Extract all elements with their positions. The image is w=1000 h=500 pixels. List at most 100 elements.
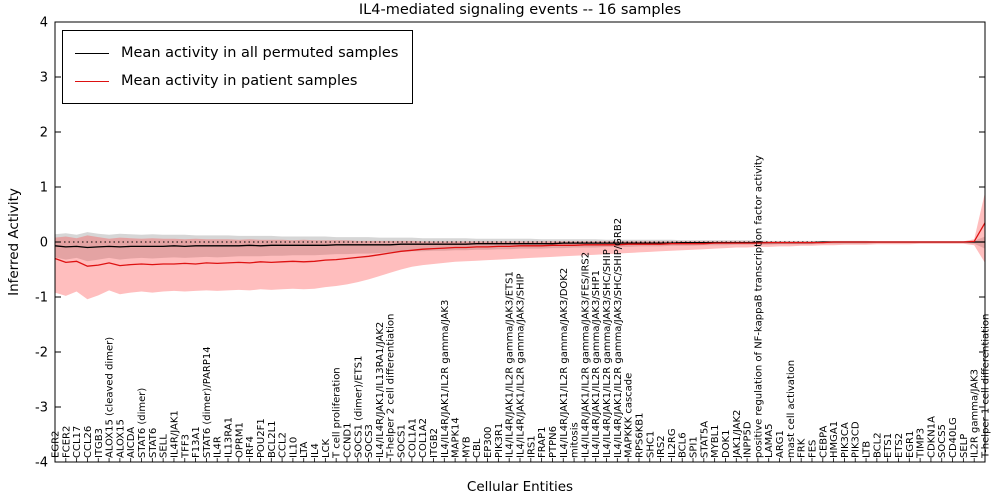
x-tick-label: IL4R/JAK1: [169, 410, 180, 458]
x-tick-label: IRS1: [526, 435, 537, 458]
legend: Mean activity in all permuted samples Me…: [62, 30, 414, 104]
x-tick-label: MAPK14: [451, 417, 462, 458]
x-axis-label: Cellular Entities: [466, 479, 574, 495]
x-tick-label: CBL: [472, 438, 483, 458]
x-tick-label: ARG1: [775, 430, 786, 458]
x-tick-label: HMGA1: [829, 421, 840, 458]
x-tick-label: ITGB2: [429, 428, 440, 458]
x-tick-label: T cell proliferation: [332, 367, 343, 459]
legend-label-permuted: Mean activity in all permuted samples: [121, 45, 399, 61]
x-tick-label: STAT6: [148, 428, 159, 458]
x-tick-label: IL4/IL4R/JAK1/IL2R gamma/JAK3/SHC/SHIP: [602, 249, 613, 458]
x-tick-label: SELP: [959, 434, 970, 458]
x-tick-label: STAT6 (dimer)/PARP14: [202, 346, 213, 458]
x-tick-label: CCL26: [83, 426, 94, 458]
x-tick-label: CDKN1A: [926, 416, 937, 458]
x-tick-label: IL4/IL4R/JAK1/IL2R gamma/JAK3/DOK2: [559, 268, 570, 458]
x-tick-label: ALOX15: [115, 419, 126, 458]
x-tick-label: CCND1: [342, 422, 353, 458]
x-tick-label: ETS1: [883, 433, 894, 458]
x-tick-label: LCK: [321, 438, 332, 458]
x-tick-label: IRS2: [656, 435, 667, 458]
x-tick-label: FRAP1: [537, 426, 548, 458]
x-tick-label: F13A1: [191, 426, 202, 458]
x-tick-label: COL1A1: [407, 418, 418, 458]
x-tick-label: EGR1: [905, 431, 916, 458]
x-tick-label: STAT6 (dimer): [137, 388, 148, 458]
x-tick-label: positive regulation of NF-kappaB transcr…: [753, 155, 764, 458]
x-tick-label: JAK1/JAK2: [732, 410, 743, 459]
x-tick-label: IL4: [310, 443, 321, 458]
x-tick-label: SOCS3: [364, 424, 375, 458]
x-tick-label: IL4/IL4R/JAK1/IL2R gamma/JAK3/FES/IRS2: [580, 252, 591, 458]
x-tick-label: EP300: [483, 427, 494, 458]
x-tick-label: PTPN6: [548, 426, 559, 458]
x-tick-label: AICDA: [126, 427, 137, 458]
legend-line-patient: [75, 80, 109, 82]
x-tick-label: MYBL1: [710, 424, 721, 458]
chart-title: IL4-mediated signaling events -- 16 samp…: [358, 2, 682, 18]
y-tick-label: 3: [40, 71, 48, 86]
patient-mean-line: [54, 222, 986, 267]
x-tick-label: IL4R: [213, 436, 224, 458]
x-tick-label: MYB: [461, 436, 472, 458]
x-tick-label: IL4/IL4R/JAK1/IL2R gamma/JAK3/ETS1: [505, 271, 516, 458]
x-tick-label: MAPKKK cascade: [624, 373, 635, 458]
x-tick-label: IRF4: [245, 436, 256, 458]
legend-item: Mean activity in patient samples: [75, 67, 398, 95]
x-tick-label: CEBPA: [818, 425, 829, 458]
x-tick-label: LTB: [862, 441, 873, 458]
x-tick-label: ALOX15 (cleaved dimer): [105, 337, 116, 458]
x-tick-label: CCL2: [278, 432, 289, 458]
y-tick-label: -2: [35, 346, 48, 361]
x-tick-label: INPP5D: [743, 421, 754, 458]
x-tick-label: ETS2: [894, 433, 905, 458]
x-tick-label: TIMP3: [916, 428, 927, 459]
x-tick-label: DOK1: [721, 430, 732, 459]
x-tick-label: SOCS1 (dimer)/ETS1: [353, 355, 364, 458]
x-tick-label: COL1A2: [418, 418, 429, 458]
x-tick-label: BCL2: [872, 432, 883, 458]
x-tick-label: LAMA5: [764, 424, 775, 458]
x-tick-label: RPS6KB1: [634, 413, 645, 458]
x-tick-label: SPI1: [689, 436, 700, 458]
x-tick-label: PIK3CD: [851, 421, 862, 458]
x-tick-label: PIK3R1: [494, 423, 505, 458]
permuted-confidence-band: [55, 232, 985, 262]
x-tick-label: SELL: [159, 434, 170, 458]
x-tick-label: SOCS1: [397, 424, 408, 458]
x-tick-label: IL10: [288, 437, 299, 458]
y-tick-label: -3: [35, 401, 48, 416]
x-tick-label: IL4/IL4R/JAK1/IL2R gamma/JAK3/SHIP: [516, 273, 527, 458]
x-tick-label: IL4/IL4R/JAK1/IL13RA1/JAK2: [375, 322, 386, 458]
x-tick-label: SOCS5: [937, 424, 948, 458]
x-tick-label: LTA: [299, 441, 310, 458]
x-tick-label: CD40LG: [948, 417, 959, 458]
x-tick-label: SHC1: [645, 431, 656, 458]
x-tick-label: mast cell activation: [786, 360, 797, 458]
x-tick-label: EGR2: [51, 431, 62, 458]
x-tick-label: OPRM1: [234, 422, 245, 458]
x-tick-label: FRK: [797, 438, 808, 458]
x-tick-label: T-helper 2 cell differentiation: [386, 314, 397, 459]
legend-line-permuted: [75, 52, 109, 54]
x-tick-label: POU2F1: [256, 418, 267, 458]
x-tick-label: IL4/IL4R/JAK1/IL2R gamma/JAK3/SHC/SHIP/G…: [613, 218, 624, 458]
y-tick-label: -1: [35, 291, 48, 306]
x-tick-label: IL2R gamma/JAK3: [970, 369, 981, 458]
legend-item: Mean activity in all permuted samples: [75, 39, 398, 67]
x-tick-label: FES: [807, 440, 818, 458]
x-tick-label: IL4/IL4R/JAK1/IL2R gamma/JAK3: [440, 300, 451, 458]
x-tick-label: IL4/IL4R/JAK1/IL2R gamma/JAK3/SHP1: [591, 270, 602, 458]
y-tick-label: 4: [40, 16, 48, 31]
legend-label-patient: Mean activity in patient samples: [121, 73, 358, 89]
x-tick-label: BCL2L1: [267, 420, 278, 458]
x-tick-label: STAT5A: [699, 421, 710, 458]
x-tick-label: CCL17: [72, 426, 83, 458]
x-tick-label: FCER2: [61, 426, 72, 458]
x-tick-label: mitosis: [570, 422, 581, 458]
y-tick-label: -4: [35, 456, 48, 471]
y-tick-label: 0: [40, 236, 48, 251]
